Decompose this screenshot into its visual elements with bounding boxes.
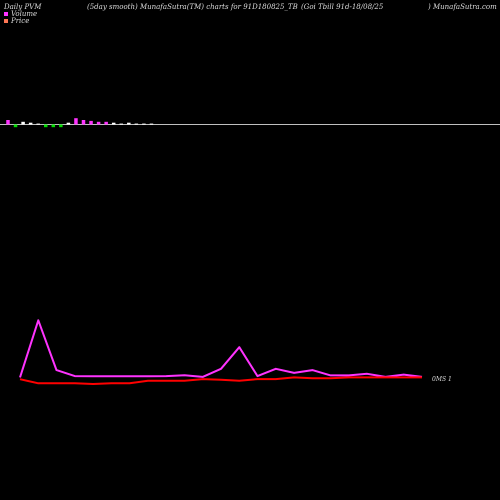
mini-bar xyxy=(74,118,78,125)
mini-bar xyxy=(36,123,40,125)
mini-bar xyxy=(119,123,123,125)
chart-header-symbol: (Goi Tbill 91d-18/08/25 xyxy=(301,3,384,11)
mini-bar xyxy=(13,124,18,128)
legend-volume-label: Volume xyxy=(11,10,38,18)
mini-bar xyxy=(104,121,108,125)
legend-volume-swatch xyxy=(4,12,8,16)
chart-header-left: Daily PVM xyxy=(4,3,42,11)
chart-header-site: ) MunafaSutra.com xyxy=(428,3,497,11)
legend-price-swatch xyxy=(4,19,8,23)
mini-bar xyxy=(96,121,101,125)
mini-bar xyxy=(111,122,116,125)
mini-bar xyxy=(134,123,139,125)
mini-bar xyxy=(66,122,71,125)
mini-bar xyxy=(142,123,146,125)
chart-header-title: (5day smooth) MunafaSutra(TM) charts for… xyxy=(87,3,298,11)
legend-volume: Volume xyxy=(4,10,37,18)
mini-bar xyxy=(89,120,93,125)
mini-bar xyxy=(51,124,56,128)
mini-bar xyxy=(81,120,86,125)
mini-bar xyxy=(28,122,33,125)
legend-price: Price xyxy=(4,17,29,25)
mini-bar xyxy=(127,122,131,125)
mini-bar xyxy=(44,124,48,128)
mini-bar xyxy=(6,120,10,125)
price-series-line xyxy=(19,376,422,385)
series-end-label: 0MS 1 xyxy=(432,376,452,383)
mini-bar xyxy=(59,124,63,128)
mini-bar xyxy=(21,121,25,125)
volume-series-line xyxy=(19,319,423,378)
legend-price-label: Price xyxy=(11,17,30,25)
mini-bar xyxy=(149,123,154,125)
